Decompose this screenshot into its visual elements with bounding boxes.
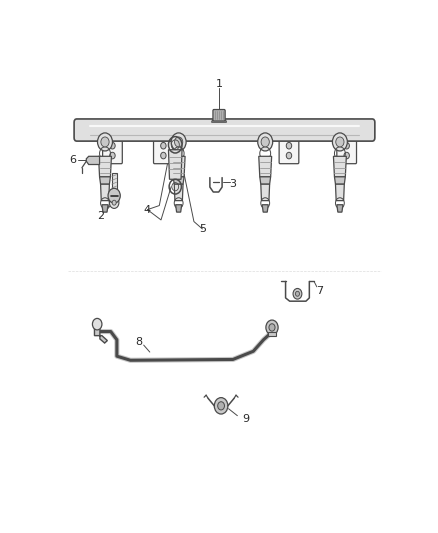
Circle shape — [161, 152, 166, 159]
Text: 8: 8 — [135, 337, 142, 347]
Polygon shape — [262, 205, 268, 212]
Circle shape — [218, 402, 225, 410]
Text: 3: 3 — [230, 179, 237, 189]
Circle shape — [98, 133, 113, 151]
FancyBboxPatch shape — [102, 136, 122, 164]
Circle shape — [171, 133, 186, 151]
Circle shape — [266, 320, 278, 335]
Circle shape — [332, 133, 347, 151]
Circle shape — [344, 142, 350, 149]
Polygon shape — [172, 156, 185, 177]
Circle shape — [161, 142, 166, 149]
Polygon shape — [335, 177, 345, 184]
Polygon shape — [86, 156, 99, 165]
Circle shape — [261, 137, 269, 147]
Polygon shape — [333, 156, 346, 177]
Circle shape — [258, 133, 273, 151]
Polygon shape — [260, 177, 271, 184]
Circle shape — [269, 324, 275, 331]
Polygon shape — [268, 332, 276, 336]
Polygon shape — [99, 177, 110, 184]
FancyBboxPatch shape — [213, 109, 225, 121]
Circle shape — [295, 292, 300, 296]
FancyBboxPatch shape — [279, 136, 299, 164]
Polygon shape — [261, 184, 270, 200]
Circle shape — [286, 142, 292, 149]
Text: 5: 5 — [199, 224, 206, 234]
Circle shape — [110, 197, 119, 208]
Circle shape — [110, 142, 115, 149]
Circle shape — [286, 152, 292, 159]
Text: 2: 2 — [97, 211, 104, 221]
Circle shape — [108, 188, 120, 203]
Polygon shape — [259, 156, 272, 177]
Circle shape — [110, 152, 115, 159]
Circle shape — [336, 137, 344, 147]
Text: 6: 6 — [69, 156, 76, 165]
Polygon shape — [112, 173, 117, 199]
Circle shape — [174, 137, 183, 147]
Circle shape — [112, 200, 116, 205]
Circle shape — [92, 318, 102, 330]
Polygon shape — [337, 205, 343, 212]
Polygon shape — [95, 324, 107, 343]
Circle shape — [293, 288, 302, 299]
Circle shape — [344, 152, 350, 159]
FancyBboxPatch shape — [337, 136, 357, 164]
Polygon shape — [169, 150, 182, 179]
Polygon shape — [173, 177, 184, 184]
Text: 4: 4 — [144, 205, 151, 215]
Polygon shape — [101, 184, 110, 200]
Polygon shape — [212, 119, 226, 122]
FancyBboxPatch shape — [154, 136, 173, 164]
Text: 9: 9 — [242, 414, 249, 424]
Polygon shape — [176, 205, 182, 212]
Polygon shape — [102, 205, 108, 212]
Polygon shape — [99, 156, 111, 177]
FancyBboxPatch shape — [74, 119, 375, 141]
Text: 7: 7 — [316, 286, 323, 296]
Text: 1: 1 — [215, 79, 223, 89]
Circle shape — [101, 137, 109, 147]
Circle shape — [214, 398, 228, 414]
Polygon shape — [336, 184, 344, 200]
Polygon shape — [174, 184, 183, 200]
